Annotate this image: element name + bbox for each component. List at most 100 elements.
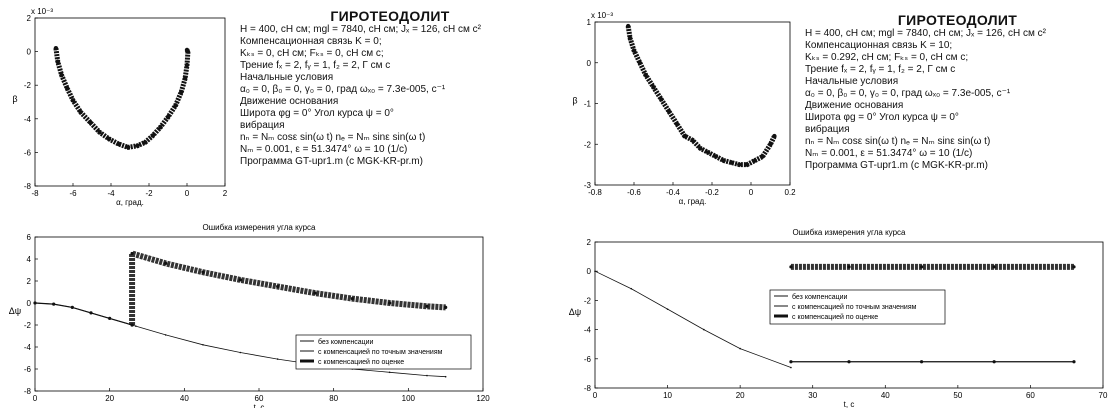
top-y-tick-label: -2 xyxy=(24,81,32,90)
trajectory-point xyxy=(705,150,711,155)
series-point-1 xyxy=(135,325,137,327)
bottom-x-tick-label: 20 xyxy=(105,394,114,403)
top-x-tick-label: -2 xyxy=(145,189,153,198)
trajectory-series xyxy=(53,47,191,150)
info-line: nₙ = Nₘ cosε sin(ω t) nₑ = Nₘ sinε sin(ω… xyxy=(805,136,991,147)
bottom-x-tick-label: 10 xyxy=(663,391,672,400)
trajectory-point xyxy=(59,72,64,78)
series-point-1 xyxy=(790,366,792,369)
trajectory-point xyxy=(666,109,672,114)
info-line: H = 400, сН см; mgl = 7840, сН см; Jₓ = … xyxy=(240,24,481,35)
top-x-tick-label: -0.6 xyxy=(627,188,641,197)
panel-right-charts: -0.8 -0.6 -0.4 -0.2 0 0.210-1-2-3α, град.βx 1… xyxy=(569,11,1108,408)
trajectory-point xyxy=(135,143,140,148)
series-point-1 xyxy=(426,374,428,377)
top-x-tick-label: -6 xyxy=(69,189,77,198)
trajectory-point xyxy=(125,145,131,150)
info-line: Kₖₛ = 0.292, сН см; Fₖₛ = 0, сН см с; xyxy=(805,52,969,63)
top-y-axis-label: β xyxy=(12,94,17,104)
top-x-tick-label: -8 xyxy=(31,189,39,198)
bottom-y-tick-label: 0 xyxy=(587,267,592,276)
trajectory-point xyxy=(184,47,190,53)
trajectory-point xyxy=(53,46,59,51)
series-point-1 xyxy=(202,344,204,346)
info-line: вибрация xyxy=(805,124,850,135)
bottom-x-tick-label: 30 xyxy=(808,391,817,400)
bottom-x-tick-label: 50 xyxy=(953,391,962,400)
trajectory-point xyxy=(165,114,171,120)
bottom-y-tick-label: 6 xyxy=(27,233,32,242)
info-line: Широта φg = 0° Угол курса ψ = 0° xyxy=(240,108,394,119)
trajectory-point xyxy=(772,133,777,139)
info-line: nₙ = Nₘ cosε sin(ω t) nₑ = Nₘ sinε sin(ω… xyxy=(240,132,426,143)
series-point-3 xyxy=(313,291,317,295)
bottom-y-tick-label: -6 xyxy=(24,365,32,374)
info-line: Движение основания xyxy=(240,96,339,107)
top-y-tick-label: 2 xyxy=(27,14,32,23)
bottom-y-tick-label: -8 xyxy=(24,387,32,396)
series-point-3 xyxy=(847,265,851,269)
series-point-3 xyxy=(388,301,392,305)
top-plot-frame xyxy=(594,21,791,186)
bottom-x-tick-label: 20 xyxy=(736,391,745,400)
series-point-1 xyxy=(276,358,279,360)
series-point-3 xyxy=(425,304,429,308)
series-point-3 xyxy=(164,261,168,265)
top-y-tick-label: -4 xyxy=(24,115,32,124)
bottom-chart-title: Ошибка измерения угла курса xyxy=(793,228,906,237)
top-y-tick-label: 0 xyxy=(27,48,32,57)
trajectory-point xyxy=(637,60,643,65)
trajectory-point xyxy=(737,162,742,167)
trajectory-point xyxy=(78,109,83,115)
info-line: вибрация xyxy=(240,120,285,131)
bottom-x-tick-label: 40 xyxy=(180,394,189,403)
series-point-1 xyxy=(739,347,741,350)
series-point-3 xyxy=(201,270,205,274)
bottom-y-tick-label: 0 xyxy=(27,299,32,308)
series-point-3 xyxy=(238,278,242,282)
legend-entry: без компенсации xyxy=(318,338,374,346)
trajectory-point xyxy=(713,154,719,159)
bottom-x-tick-label: 70 xyxy=(1099,391,1108,400)
series-point-2 xyxy=(108,316,112,320)
series-point-3 xyxy=(444,305,448,309)
bottom-y-axis-label: Δψ xyxy=(569,307,581,317)
bottom-x-tick-label: 0 xyxy=(593,391,598,400)
bottom-plot-frame xyxy=(594,241,1104,389)
trajectory-point xyxy=(627,36,633,41)
series-point-1 xyxy=(239,351,242,354)
bottom-y-tick-label: 2 xyxy=(27,277,32,286)
trajectory-point xyxy=(690,137,695,143)
trajectory-point xyxy=(150,133,155,138)
bottom-x-tick-label: 120 xyxy=(476,394,490,403)
series-point-2 xyxy=(33,301,37,305)
trajectory-point xyxy=(752,158,758,163)
bottom-x-axis-label: t, с xyxy=(254,403,265,408)
info-line: Программа GT-upr1.m (с MGK-KR-pr.m) xyxy=(240,156,423,167)
top-y-tick-label: -6 xyxy=(24,148,32,157)
bottom-x-tick-label: 100 xyxy=(402,394,416,403)
trajectory-point xyxy=(721,158,726,163)
bottom-y-tick-label: -8 xyxy=(584,384,592,393)
series-point-2 xyxy=(70,305,74,309)
info-line: Начальные условия xyxy=(805,76,899,87)
info-line: α₀ = 0, β₀ = 0, γ₀ = 0, град ωₓ₀ = 7.3e-… xyxy=(805,88,1011,99)
trajectory-point xyxy=(698,146,703,151)
bottom-x-axis-label: t, с xyxy=(844,400,855,408)
top-x-tick-label: -4 xyxy=(107,189,115,198)
series-point-3 xyxy=(130,251,134,256)
bottom-y-tick-label: -6 xyxy=(584,355,592,364)
series-point-1 xyxy=(444,375,447,378)
trajectory-point xyxy=(158,125,163,130)
series-point-2 xyxy=(919,360,924,364)
info-title: ГИРОТЕОДОЛИТ xyxy=(897,12,1018,28)
top-y-tick-label: 1 xyxy=(587,18,592,27)
series-point-2 xyxy=(992,360,996,364)
info-line: Nₘ = 0.001, ε = 51.3474° ω = 10 (1/с) xyxy=(240,144,408,155)
trajectory-point xyxy=(65,86,70,91)
series-point-1 xyxy=(703,328,705,331)
trajectory-point xyxy=(631,48,637,53)
series-point-2 xyxy=(847,360,851,364)
top-x-tick-label: -0.8 xyxy=(588,188,602,197)
trajectory-point xyxy=(760,154,765,159)
